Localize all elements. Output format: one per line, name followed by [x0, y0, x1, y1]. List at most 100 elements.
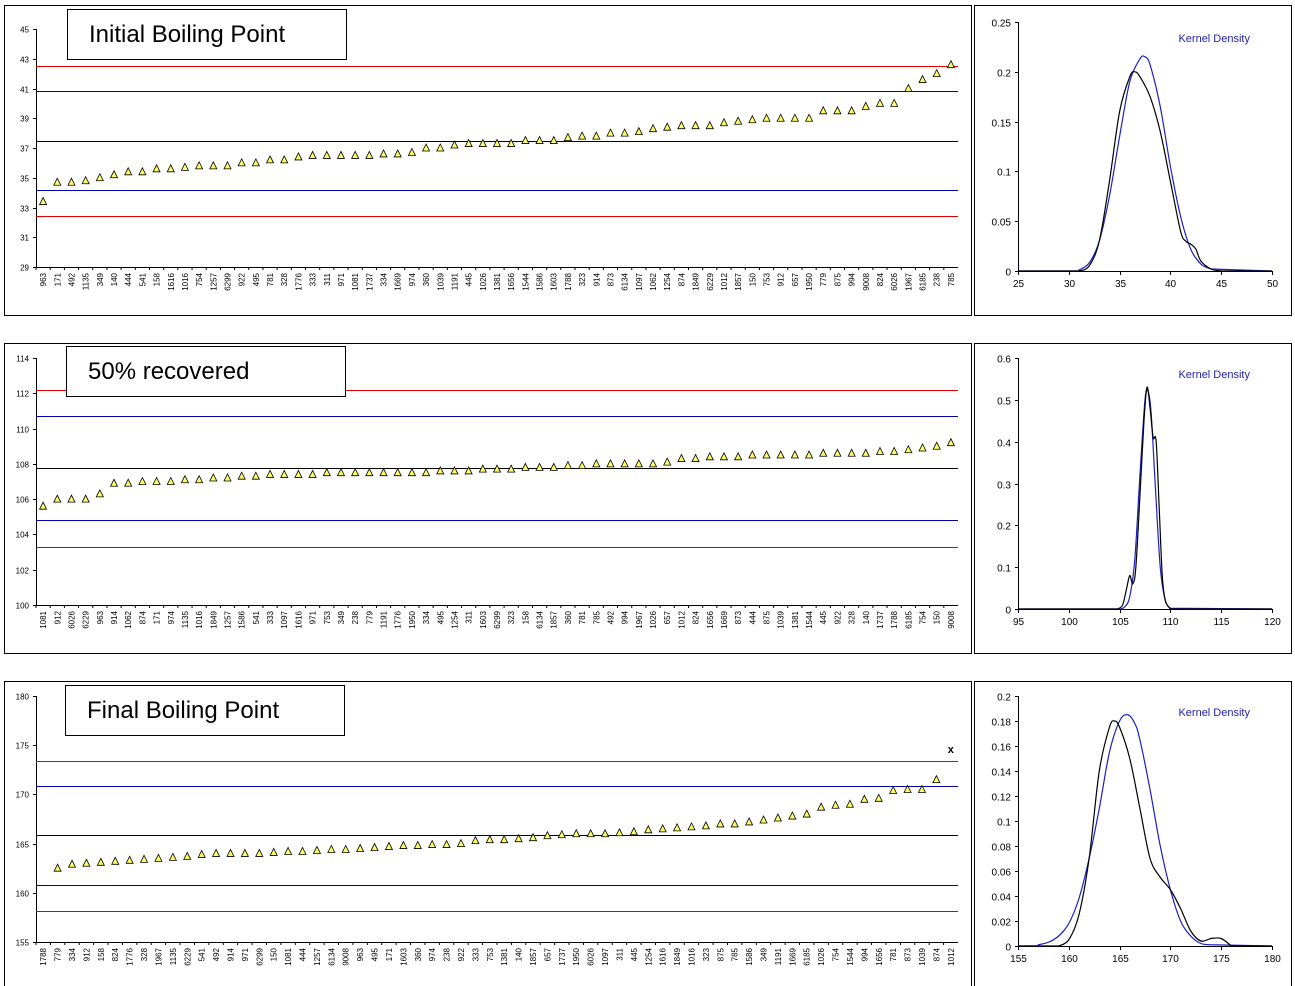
x-tick-label: 6185	[904, 610, 913, 628]
x-tick-label: 1669	[394, 272, 403, 290]
x-tick-label: 1656	[875, 947, 884, 965]
data-point	[67, 494, 76, 503]
data-point	[875, 98, 885, 107]
data-point	[733, 116, 743, 125]
data-point	[67, 177, 76, 186]
data-point	[521, 135, 530, 144]
data-point	[492, 464, 502, 473]
x-tick-label: 1135	[82, 272, 91, 290]
x-tick-label: 922	[457, 947, 466, 961]
x-tick-label: 1012	[677, 610, 686, 628]
x-tick-label: 445	[465, 272, 474, 286]
x-tick-label: 150	[748, 272, 757, 286]
x-tick-label: 875	[763, 610, 772, 624]
x-tick-label: 150	[270, 947, 279, 961]
data-point	[644, 824, 653, 834]
x-tick-label: 754	[919, 610, 928, 624]
data-point	[819, 105, 828, 115]
x-tick-label: 140	[110, 272, 119, 286]
x-tick-label: 1191	[380, 610, 389, 628]
x-tick-label: 541	[138, 272, 147, 286]
y-tick-label: 37	[20, 145, 29, 154]
x-tick-label: 6134	[536, 610, 545, 628]
data-point	[194, 474, 204, 484]
density-y-tick-label: 0.5	[997, 397, 1011, 408]
data-point	[53, 863, 62, 872]
x-tick-label: 238	[351, 610, 360, 624]
x-tick-label: 994	[848, 272, 857, 286]
x-tick-label: 1081	[351, 272, 360, 290]
x-tick-label: 922	[238, 272, 247, 286]
x-tick-label: 1257	[313, 947, 322, 965]
x-tick-label: 1849	[673, 947, 682, 965]
x-tick-label: 1135	[169, 947, 178, 965]
x-tick-label: 1586	[536, 272, 545, 290]
x-tick-label: 873	[606, 272, 615, 286]
data-point	[154, 853, 163, 862]
density-frame	[974, 5, 1292, 316]
data-point	[95, 488, 104, 498]
data-point	[223, 473, 232, 482]
data-point	[629, 826, 639, 836]
data-point	[322, 150, 331, 159]
x-tick-label: 492	[606, 610, 615, 624]
data-point	[280, 469, 289, 478]
density-y-tick-label: 0	[1005, 606, 1011, 617]
y-tick-label: 45	[20, 26, 29, 35]
data-point	[471, 835, 480, 845]
data-point	[485, 834, 494, 844]
data-point	[606, 458, 615, 468]
x-tick-label: 1026	[817, 947, 826, 965]
data-point	[168, 852, 178, 861]
data-point	[294, 469, 303, 478]
data-point	[691, 120, 700, 130]
density-x-tick-label: 170	[1162, 954, 1179, 965]
data-point	[507, 138, 516, 147]
x-tick-label: 779	[365, 610, 374, 624]
x-tick-label: 9008	[947, 610, 956, 628]
data-point	[255, 848, 264, 857]
control-chart-3: 155 160 165 170 175 180 1788 779 334 912 158 824 177…	[4, 681, 1292, 986]
data-point	[152, 163, 161, 173]
density-y-tick-label: 0.2	[997, 522, 1011, 533]
x-tick-label: 1967	[635, 610, 644, 628]
x-tick-label: 1039	[436, 272, 445, 290]
data-point	[251, 471, 261, 480]
x-tick-label: 785	[947, 272, 956, 286]
data-point	[456, 838, 466, 847]
density-x-tick-label: 40	[1165, 279, 1177, 290]
x-tick-label: 6229	[706, 272, 715, 290]
chart-title: 50% recovered	[88, 358, 249, 385]
x-tick-label: 349	[760, 947, 769, 961]
x-tick-label: 140	[862, 610, 871, 624]
x-tick-label: 753	[763, 272, 772, 286]
data-point	[917, 784, 927, 793]
x-tick-label: 1097	[280, 610, 289, 628]
x-tick-label: 1857	[734, 272, 743, 290]
data-point	[759, 815, 768, 824]
data-point	[719, 451, 729, 461]
data-point	[294, 152, 303, 161]
x-tick-label: 323	[702, 947, 711, 961]
x-tick-label: 1062	[124, 610, 133, 628]
data-point	[365, 150, 374, 159]
kernel-density-curve	[1018, 720, 1272, 947]
y-tick-label: 33	[20, 205, 29, 214]
data-point	[634, 126, 643, 136]
density-y-tick-label: 0.15	[992, 119, 1012, 130]
x-tick-label: 349	[337, 610, 346, 624]
density-y-tick-label: 0.2	[997, 69, 1011, 80]
x-tick-label: 874	[138, 610, 147, 624]
data-point	[600, 828, 610, 838]
x-tick-label: 349	[96, 272, 105, 286]
data-point	[748, 450, 757, 459]
data-point	[677, 120, 686, 130]
data-point	[719, 117, 729, 127]
x-tick-label: 334	[68, 947, 77, 961]
density-x-tick-label: 25	[1013, 279, 1025, 290]
data-point	[341, 844, 350, 853]
x-tick-label: 971	[241, 947, 250, 961]
x-tick-label: 1788	[890, 610, 899, 628]
x-tick-label: 1039	[918, 947, 927, 965]
